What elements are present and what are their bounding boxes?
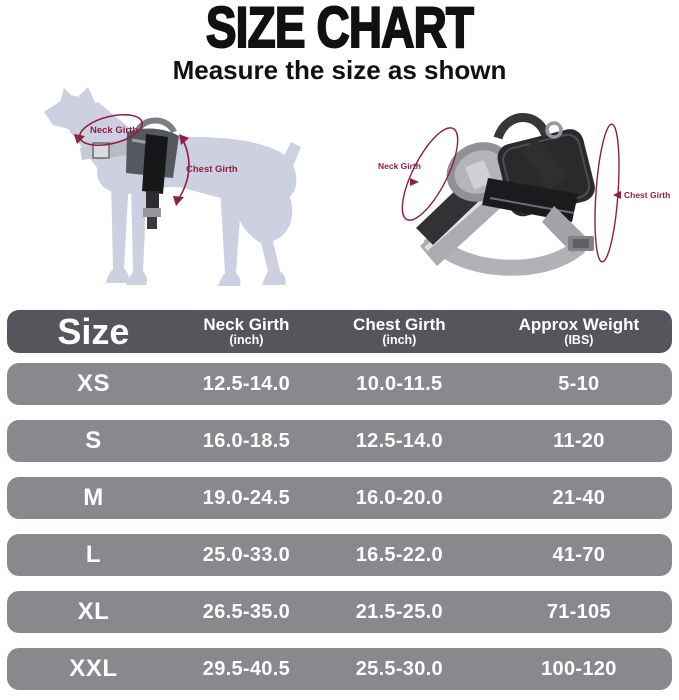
harness-chest-arrow-icon (613, 191, 621, 199)
dog-chest-arrow-down-icon (173, 196, 184, 206)
leash-ring-icon (545, 121, 563, 139)
dog-chest-arrow-up-icon (179, 134, 189, 145)
cell-neck: 16.0-18.5 (202, 429, 290, 452)
harness-neck-girth-label: Neck Girth (378, 161, 421, 171)
harness-chest-girth-label: Chest Girth (624, 190, 670, 200)
header-neck-girth: Neck Girth (inch) (180, 316, 313, 347)
table-row-m: M 19.0-24.5 16.0-20.0 21-40 (7, 477, 672, 519)
cell-chest: 12.5-14.0 (355, 429, 443, 452)
page-title: SIZE CHART (205, 0, 475, 60)
cell-size: M (83, 484, 104, 511)
dog-silhouette (44, 87, 301, 286)
header-chest-girth-label: Chest Girth (353, 315, 446, 335)
table-header: Size Neck Girth (inch) Chest Girth (inch… (7, 310, 672, 353)
header-neck-girth-unit: (inch) (229, 332, 264, 347)
harness-annotations: Neck Girth Chest Girth (378, 123, 670, 263)
harness-neck-arrow-icon (410, 178, 419, 186)
harness-product (416, 113, 595, 276)
harness-measurement-diagram: Neck Girth Chest Girth (378, 113, 670, 276)
cell-size: XS (76, 370, 110, 397)
dog-measurement-diagram: Neck Girth Chest Girth (44, 87, 301, 286)
cell-weight: 100-120 (541, 657, 617, 680)
cell-weight: 41-70 (552, 543, 606, 566)
harness-handle (493, 113, 551, 140)
page-subtitle: Measure the size as shown (172, 55, 507, 85)
cell-neck: 12.5-14.0 (202, 372, 290, 395)
cell-weight: 5-10 (558, 372, 600, 395)
cell-chest: 16.5-22.0 (355, 543, 443, 566)
table-row-xs: XS 12.5-14.0 10.0-11.5 5-10 (7, 363, 672, 405)
harness-neck-girth-ellipse (401, 127, 459, 221)
header-chest-girth-unit: (inch) (382, 332, 417, 347)
header-chest-girth: Chest Girth (inch) (313, 316, 486, 347)
dog-neck-girth-label: Neck Girth (90, 125, 138, 136)
cell-neck: 29.5-40.5 (202, 657, 290, 680)
dog-chest-girth-label: Chest Girth (186, 164, 238, 175)
cell-chest: 21.5-25.0 (355, 600, 443, 623)
table-row-l: L 25.0-33.0 16.5-22.0 41-70 (7, 534, 672, 576)
size-table: Size Neck Girth (inch) Chest Girth (inch… (7, 310, 672, 690)
cell-chest: 25.5-30.0 (355, 657, 443, 680)
dog-harness (80, 117, 179, 229)
cell-neck: 25.0-33.0 (202, 543, 290, 566)
table-row-s: S 16.0-18.5 12.5-14.0 11-20 (7, 420, 672, 462)
cell-chest: 16.0-20.0 (355, 486, 443, 509)
cell-neck: 26.5-35.0 (202, 600, 290, 623)
cell-chest: 10.0-11.5 (356, 372, 443, 395)
cell-size: XXL (69, 655, 118, 682)
cell-weight: 21-40 (552, 486, 606, 509)
cell-size: S (85, 427, 102, 454)
table-row-xl: XL 26.5-35.0 21.5-25.0 71-105 (7, 591, 672, 633)
header-size: Size (57, 310, 130, 352)
dog-annotations: Neck Girth Chest Girth (74, 113, 238, 206)
cell-weight: 71-105 (546, 600, 611, 623)
cell-neck: 19.0-24.5 (202, 486, 290, 509)
dog-neck-arrow-icon (74, 134, 85, 144)
header-approx-weight-unit: (IBS) (564, 332, 594, 347)
cell-size: XL (77, 598, 110, 625)
table-row-xxl: XXL 29.5-40.5 25.5-30.0 100-120 (7, 648, 672, 690)
header-approx-weight: Approx Weight (IBS) (486, 316, 672, 347)
header-neck-girth-label: Neck Girth (203, 315, 290, 335)
header-approx-weight-label: Approx Weight (518, 315, 640, 335)
cell-weight: 11-20 (553, 429, 605, 452)
cell-size: L (85, 541, 102, 568)
